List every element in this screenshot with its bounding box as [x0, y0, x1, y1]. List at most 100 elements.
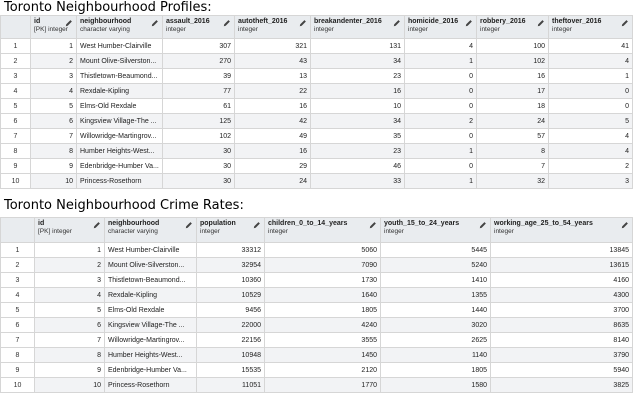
table-cell[interactable]: 7090 [264, 257, 381, 273]
table-cell[interactable]: 1640 [264, 287, 381, 303]
table-cell[interactable]: 41 [548, 38, 633, 54]
table-cell[interactable]: 57 [476, 128, 549, 144]
table-cell[interactable]: 4 [404, 38, 477, 54]
pencil-icon[interactable] [621, 19, 629, 27]
table-cell-neighbourhood[interactable]: Willowridge-Martingrov... [76, 128, 163, 144]
table-cell-neighbourhood[interactable]: Rexdale-Kipling [104, 287, 197, 303]
column-header-assault-2016[interactable]: assault_2016 integer [162, 15, 235, 39]
table-cell-neighbourhood[interactable]: Thistletown-Beaumond... [76, 68, 163, 84]
table-cell[interactable]: 100 [476, 38, 549, 54]
table-cell[interactable]: 34 [310, 113, 405, 129]
table-cell[interactable]: 1805 [380, 362, 491, 378]
table-cell-neighbourhood[interactable]: Edenbridge-Humber Va... [104, 362, 197, 378]
table-row[interactable]: 1 1 West Humber-Clairville 307 321 131 4 100 41 [0, 38, 633, 54]
pencil-icon[interactable] [537, 19, 545, 27]
table-cell[interactable]: 16 [234, 98, 311, 114]
table-cell[interactable]: 6 [34, 317, 105, 333]
table-row[interactable]: 3 3 Thistletown-Beaumond... 39 13 23 0 16 1 [0, 68, 633, 84]
table-cell[interactable]: 4 [34, 287, 105, 303]
table-cell[interactable]: 10 [34, 377, 105, 393]
column-header-homicide-2016[interactable]: homicide_2016 integer [404, 15, 477, 39]
pencil-icon[interactable] [93, 221, 101, 229]
table-cell[interactable]: 0 [404, 98, 477, 114]
table-cell-neighbourhood[interactable]: Humber Heights-West... [76, 143, 163, 159]
table-cell[interactable]: 0 [548, 83, 633, 99]
table-cell[interactable]: 24 [476, 113, 549, 129]
table-row[interactable]: 3 3 Thistletown-Beaumond... 10360 1730 1410 41… [0, 272, 633, 288]
table-cell[interactable]: 5 [30, 98, 77, 114]
table-cell[interactable]: 4300 [490, 287, 633, 303]
table-cell[interactable]: 5 [34, 302, 105, 318]
column-header-id[interactable]: id [PK] integer [30, 15, 77, 39]
table-cell-neighbourhood[interactable]: West Humber-Clairville [104, 242, 197, 258]
table-cell[interactable]: 13 [234, 68, 311, 84]
table-cell[interactable]: 1355 [380, 287, 491, 303]
table-cell[interactable]: 3700 [490, 302, 633, 318]
table-cell[interactable]: 32 [476, 173, 549, 189]
table-row[interactable]: 7 7 Willowridge-Martingrov... 22156 3555 2625… [0, 332, 633, 348]
table-cell[interactable]: 7 [34, 332, 105, 348]
table-cell[interactable]: 4 [548, 128, 633, 144]
table-cell[interactable]: 1440 [380, 302, 491, 318]
table-cell[interactable]: 4 [548, 143, 633, 159]
table-cell[interactable]: 0 [404, 158, 477, 174]
table-row[interactable]: 4 4 Rexdale-Kipling 10529 1640 1355 4300 [0, 287, 633, 303]
table-cell[interactable]: 6 [30, 113, 77, 129]
table-cell-neighbourhood[interactable]: Humber Heights-West... [104, 347, 197, 363]
column-header-theftover-2016[interactable]: theftover_2016 integer [548, 15, 633, 39]
pencil-icon[interactable] [393, 19, 401, 27]
table-cell[interactable]: 1140 [380, 347, 491, 363]
pencil-icon[interactable] [151, 19, 159, 27]
table-cell[interactable]: 1 [34, 242, 105, 258]
table-cell[interactable]: 49 [234, 128, 311, 144]
table-row[interactable]: 9 9 Edenbridge-Humber Va... 30 29 46 0 7 2 [0, 158, 633, 174]
table-cell[interactable]: 33 [310, 173, 405, 189]
table-cell[interactable]: 270 [162, 53, 235, 69]
table-cell[interactable]: 5060 [264, 242, 381, 258]
table-cell-neighbourhood[interactable]: Elms-Old Rexdale [76, 98, 163, 114]
table-row[interactable]: 9 9 Edenbridge-Humber Va... 15535 2120 1805 59… [0, 362, 633, 378]
table-cell[interactable]: 23 [310, 68, 405, 84]
table-cell[interactable]: 1770 [264, 377, 381, 393]
table-cell[interactable]: 2 [548, 158, 633, 174]
table-cell[interactable]: 7 [30, 128, 77, 144]
table-cell[interactable]: 23 [310, 143, 405, 159]
table-cell[interactable]: 0 [404, 128, 477, 144]
table-cell[interactable]: 42 [234, 113, 311, 129]
column-header-population[interactable]: population integer [196, 217, 265, 243]
column-header-neighbourhood[interactable]: neighbourhood character varying [104, 217, 197, 243]
table-row[interactable]: 2 2 Mount Olive-Silverston... 270 43 34 1 102 4 [0, 53, 633, 69]
table-cell[interactable]: 1 [404, 143, 477, 159]
table-cell-neighbourhood[interactable]: Princess-Rosethorn [76, 173, 163, 189]
table-cell[interactable]: 34 [310, 53, 405, 69]
table-cell[interactable]: 11051 [196, 377, 265, 393]
table-cell[interactable]: 16 [310, 83, 405, 99]
table-cell[interactable]: 3 [34, 272, 105, 288]
table-cell[interactable]: 0 [404, 68, 477, 84]
table-cell[interactable]: 4160 [490, 272, 633, 288]
table-cell[interactable]: 2120 [264, 362, 381, 378]
table-cell[interactable]: 18 [476, 98, 549, 114]
table-cell[interactable]: 0 [548, 98, 633, 114]
table-cell[interactable]: 8635 [490, 317, 633, 333]
table-row[interactable]: 1 1 West Humber-Clairville 33312 5060 5445 138… [0, 242, 633, 258]
table-cell[interactable]: 2 [404, 113, 477, 129]
column-header-children-0-to-14-years[interactable]: children_0_to_14_years integer [264, 217, 381, 243]
column-header-youth-15-to-24-years[interactable]: youth_15_to_24_years integer [380, 217, 491, 243]
table-row[interactable]: 6 6 Kingsview Village-The ... 22000 4240 3020… [0, 317, 633, 333]
table-row[interactable]: 10 10 Princess-Rosethorn 30 24 33 1 32 3 [0, 173, 633, 189]
table-row[interactable]: 2 2 Mount Olive-Silverston... 32954 7090 5240… [0, 257, 633, 273]
table-cell[interactable]: 10360 [196, 272, 265, 288]
table-cell[interactable]: 13845 [490, 242, 633, 258]
pencil-icon[interactable] [299, 19, 307, 27]
table-cell[interactable]: 16 [234, 143, 311, 159]
table-cell[interactable]: 8 [30, 143, 77, 159]
column-header-breakandenter-2016[interactable]: breakandenter_2016 integer [310, 15, 405, 39]
table-cell[interactable]: 17 [476, 83, 549, 99]
table-cell[interactable]: 0 [404, 83, 477, 99]
table-cell[interactable]: 3825 [490, 377, 633, 393]
table-cell[interactable]: 10948 [196, 347, 265, 363]
table-cell[interactable]: 2 [30, 53, 77, 69]
table-cell[interactable]: 8 [476, 143, 549, 159]
table-cell[interactable]: 10 [30, 173, 77, 189]
